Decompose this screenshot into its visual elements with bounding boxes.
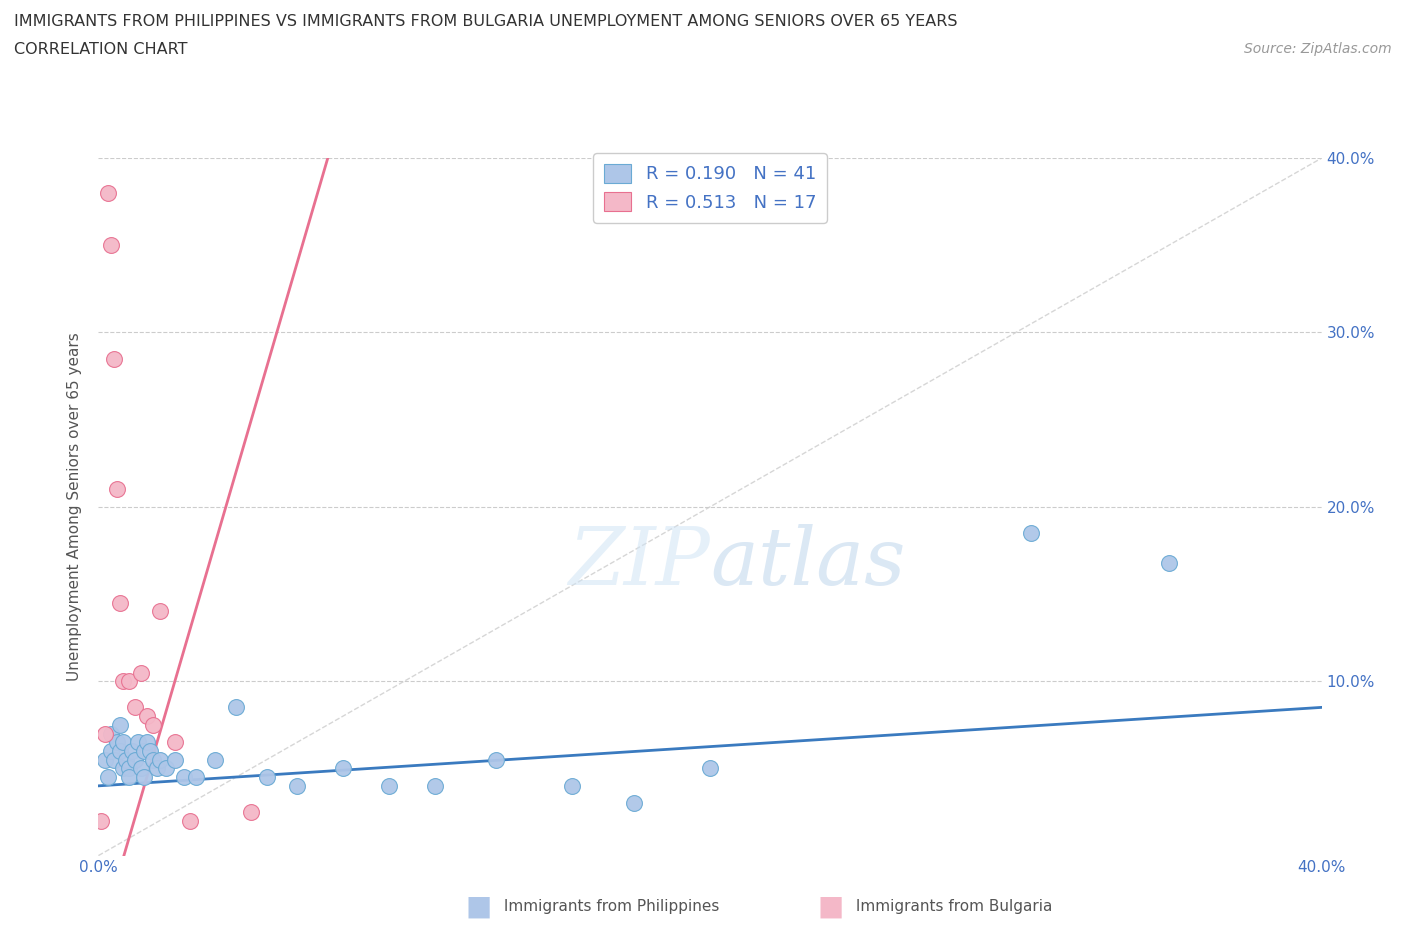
Point: [111, 761, 134, 776]
Point: [699, 761, 721, 776]
Point: [118, 673, 141, 688]
Text: CORRELATION CHART: CORRELATION CHART: [14, 42, 187, 57]
Point: [179, 813, 201, 829]
Point: [1157, 555, 1180, 570]
Point: [142, 717, 165, 732]
Point: [423, 778, 446, 793]
Y-axis label: Unemployment Among Seniors over 65 years: Unemployment Among Seniors over 65 years: [67, 333, 83, 681]
Point: [100, 726, 122, 741]
Point: [105, 482, 128, 497]
Point: [103, 352, 125, 366]
Point: [173, 770, 195, 785]
Legend: R = 0.190   N = 41, R = 0.513   N = 17: R = 0.190 N = 41, R = 0.513 N = 17: [593, 153, 827, 222]
Point: [134, 744, 156, 759]
Point: [145, 761, 167, 776]
Point: [129, 665, 152, 680]
Point: [103, 752, 125, 767]
Text: ZIP: ZIP: [568, 524, 710, 602]
Point: [111, 735, 134, 750]
Point: [623, 796, 645, 811]
Text: ■: ■: [817, 893, 844, 921]
Point: [142, 752, 165, 767]
Point: [118, 761, 141, 776]
Point: [332, 761, 354, 776]
Point: [134, 770, 156, 785]
Point: [149, 604, 172, 619]
Text: Immigrants from Philippines: Immigrants from Philippines: [499, 899, 720, 914]
Point: [97, 186, 120, 201]
Point: [1019, 525, 1042, 540]
Point: [100, 744, 122, 759]
Point: [124, 700, 146, 715]
Point: [105, 735, 128, 750]
Point: [90, 813, 112, 829]
Point: [115, 752, 138, 767]
Text: atlas: atlas: [710, 524, 905, 602]
Point: [108, 595, 131, 610]
Point: [149, 752, 172, 767]
Point: [186, 770, 208, 785]
Point: [240, 804, 263, 819]
Point: [163, 752, 186, 767]
Point: [225, 700, 247, 715]
Point: [561, 778, 583, 793]
Point: [139, 744, 162, 759]
Point: [163, 735, 186, 750]
Text: ■: ■: [465, 893, 492, 921]
Text: IMMIGRANTS FROM PHILIPPINES VS IMMIGRANTS FROM BULGARIA UNEMPLOYMENT AMONG SENIO: IMMIGRANTS FROM PHILIPPINES VS IMMIGRANT…: [14, 14, 957, 29]
Point: [136, 735, 159, 750]
Point: [129, 761, 152, 776]
Text: Source: ZipAtlas.com: Source: ZipAtlas.com: [1244, 42, 1392, 56]
Point: [111, 673, 134, 688]
Point: [256, 770, 278, 785]
Point: [108, 744, 131, 759]
Point: [118, 770, 141, 785]
Point: [108, 717, 131, 732]
Point: [136, 709, 159, 724]
Point: [93, 752, 115, 767]
Point: [127, 735, 149, 750]
Point: [100, 238, 122, 253]
Point: [93, 726, 115, 741]
Point: [485, 752, 508, 767]
Point: [204, 752, 226, 767]
Point: [97, 770, 120, 785]
Point: [378, 778, 401, 793]
Point: [124, 752, 146, 767]
Point: [285, 778, 308, 793]
Point: [121, 744, 143, 759]
Point: [155, 761, 177, 776]
Text: Immigrants from Bulgaria: Immigrants from Bulgaria: [851, 899, 1052, 914]
